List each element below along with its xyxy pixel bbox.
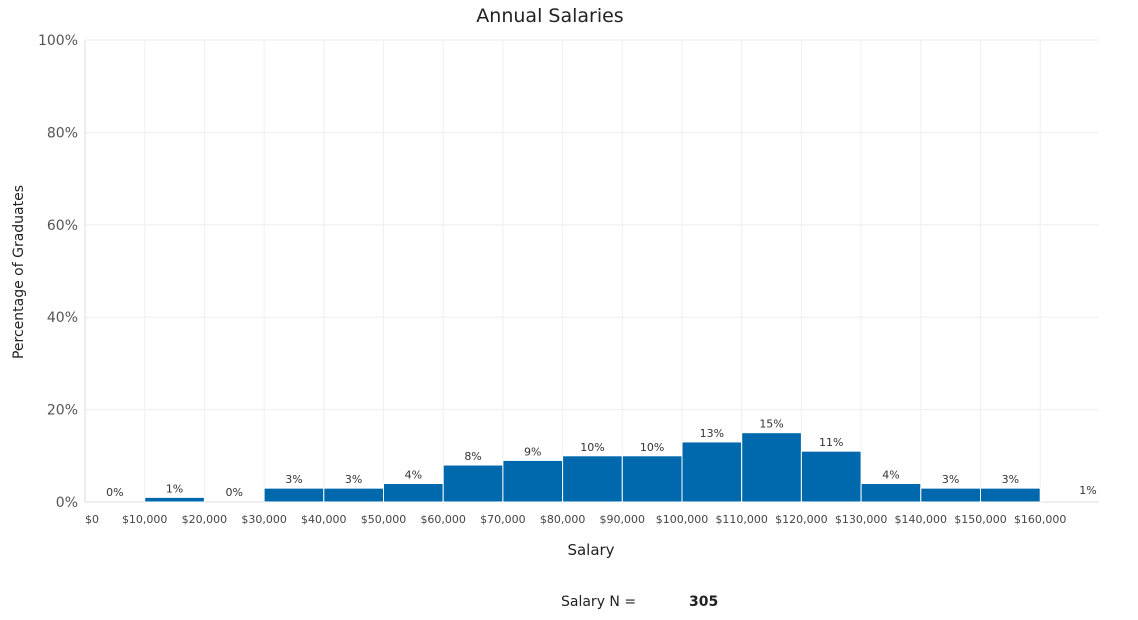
- x-tick-label: $70,000: [480, 513, 526, 526]
- x-tick-label: $40,000: [301, 513, 347, 526]
- y-tick-label: 20%: [47, 403, 78, 419]
- histogram-bar: [383, 483, 444, 503]
- x-tick-label: $80,000: [540, 513, 586, 526]
- x-axis-label: Salary: [567, 541, 615, 559]
- histogram-bar: [741, 432, 802, 503]
- bar-value-label: 3%: [285, 473, 302, 486]
- histogram-bar: [562, 455, 623, 503]
- x-tick-label: $50,000: [361, 513, 407, 526]
- x-tick-label: $110,000: [715, 513, 768, 526]
- bar-value-label: 1%: [166, 482, 183, 495]
- x-tick-label: $10,000: [122, 513, 168, 526]
- x-tick-label: $130,000: [835, 513, 888, 526]
- bar-value-label: 13%: [700, 427, 724, 440]
- sample-size-footer: Salary N = 305: [561, 594, 718, 610]
- x-tick-label: $150,000: [954, 513, 1007, 526]
- x-tick-label: $90,000: [600, 513, 646, 526]
- bar-value-label: 3%: [345, 473, 362, 486]
- histogram-bar: [980, 487, 1041, 503]
- bar-value-label: 15%: [759, 418, 783, 431]
- histogram-bar: [263, 487, 325, 503]
- bar-value-label: 8%: [464, 450, 481, 463]
- y-tick-label: 40%: [47, 310, 78, 326]
- histogram-bar: [502, 459, 564, 503]
- bar-value-label: 3%: [1002, 473, 1019, 486]
- sample-size-label: Salary N =: [561, 594, 637, 610]
- y-tick-label: 0%: [56, 495, 78, 511]
- x-tick-label: $160,000: [1014, 513, 1067, 526]
- x-tick-label: $30,000: [241, 513, 287, 526]
- x-tick-label: $0: [85, 513, 99, 526]
- histogram-bar: [144, 496, 205, 503]
- histogram-bar: [442, 464, 504, 503]
- bar-value-label: 0%: [226, 486, 243, 499]
- bar-value-label: 10%: [580, 441, 604, 454]
- histogram-bar: [860, 483, 922, 503]
- chart-title: Annual Salaries: [476, 5, 624, 27]
- bar-value-label: 4%: [405, 469, 422, 482]
- x-tick-label: $140,000: [895, 513, 948, 526]
- bar-value-label: 10%: [640, 441, 664, 454]
- histogram-bar: [800, 450, 862, 503]
- histogram-bar: [323, 487, 384, 503]
- x-tick-label: $60,000: [420, 513, 466, 526]
- bar-value-label: 11%: [819, 436, 843, 449]
- bar-value-label: 9%: [524, 445, 541, 458]
- y-tick-label: 100%: [38, 33, 78, 49]
- y-tick-label: 60%: [47, 218, 78, 234]
- bar-value-label: 4%: [882, 469, 899, 482]
- sample-size-value: 305: [689, 594, 719, 610]
- histogram-bar: [621, 455, 683, 503]
- histogram-bar: [920, 487, 981, 503]
- histogram-bar: [681, 441, 743, 503]
- x-tick-label: $120,000: [775, 513, 828, 526]
- bar-value-label: 1%: [1079, 484, 1096, 497]
- y-tick-label: 80%: [47, 125, 78, 141]
- bar-value-label: 3%: [942, 473, 959, 486]
- bar-value-label: 0%: [106, 486, 123, 499]
- x-tick-label: $20,000: [182, 513, 228, 526]
- x-tick-label: $100,000: [656, 513, 709, 526]
